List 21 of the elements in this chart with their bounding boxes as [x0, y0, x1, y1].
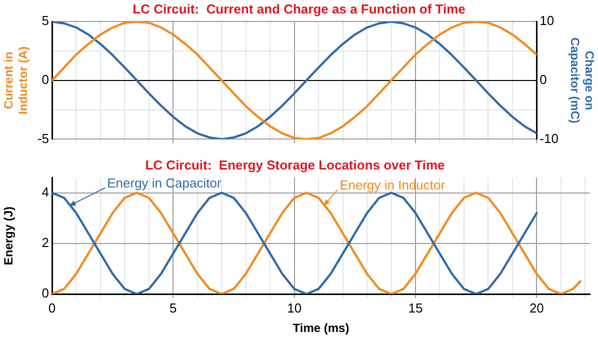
y-axis-title: Energy (J)	[2, 206, 16, 266]
y2-tick-label: -10	[540, 130, 558, 146]
x-tick-label: 15	[408, 300, 423, 316]
series-label: Energy in Capacitor	[107, 175, 222, 190]
chart-title: LC Circuit: Energy Storage Locations over Time	[145, 157, 445, 172]
y2-axis-title: Charge on Capacitor (mC)	[568, 37, 596, 124]
y-tick-label: -5	[37, 130, 49, 146]
y-tick-label: 0	[42, 286, 49, 301]
y-axis-title: Current in Inductor (A)	[2, 46, 30, 114]
x-axis-title: Time (ms)	[292, 321, 350, 336]
y-tick-label: 0	[42, 72, 49, 87]
y2-tick-label: 0	[540, 72, 547, 87]
x-tick-label: 20	[529, 300, 544, 316]
y-tick-label: 5	[42, 13, 49, 28]
y2-tick-label: 10	[540, 13, 554, 28]
series-label: Energy in Inductor	[340, 177, 446, 192]
x-tick-label: 5	[170, 300, 177, 316]
x-tick-label: 10	[287, 300, 302, 316]
chart-title: LC Circuit: Current and Charge as a Function of Time	[132, 1, 466, 16]
y-tick-label: 4	[42, 184, 49, 200]
y-tick-label: 2	[42, 234, 49, 250]
